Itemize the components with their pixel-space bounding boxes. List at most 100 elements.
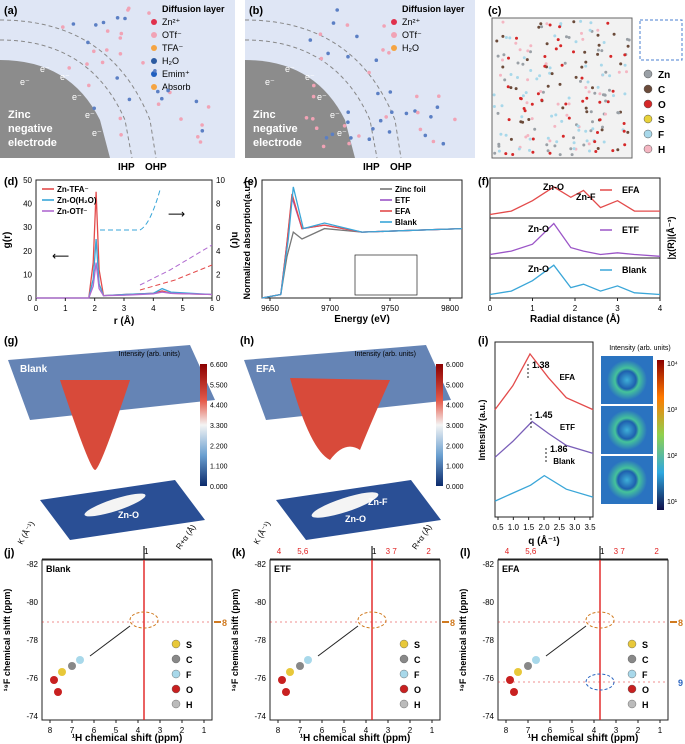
molecule xyxy=(100,60,105,65)
arrow-left-icon: ⟵ xyxy=(52,249,69,263)
atom xyxy=(593,140,597,144)
atom xyxy=(515,36,518,40)
atom xyxy=(574,75,578,79)
atom xyxy=(558,25,562,29)
molecule-atom xyxy=(304,656,312,664)
nmr-ylabel: ¹⁹F chemical shift (ppm) xyxy=(230,589,240,692)
atom xyxy=(623,63,627,67)
molecule xyxy=(347,141,351,146)
top-peak-label: 1 xyxy=(372,547,377,556)
atom xyxy=(567,116,571,120)
legend-label: Zn-TFA⁻ xyxy=(57,185,89,194)
nmr-ylabel: ¹⁹F chemical shift (ppm) xyxy=(2,589,12,692)
atom xyxy=(598,92,602,96)
atom xyxy=(589,129,593,133)
series-line-Blank xyxy=(489,264,661,296)
y2-tick-label: 2 xyxy=(216,270,221,279)
colorbar-tick: 10¹ xyxy=(667,499,678,506)
atom xyxy=(567,96,571,100)
colorbar-tick: 6.000 xyxy=(446,362,464,369)
panel-b-ihp: IHP xyxy=(363,162,380,173)
panel-b-particles: e⁻e⁻e⁻e⁻e⁻e⁻ xyxy=(265,8,457,149)
atom xyxy=(599,63,603,67)
molecule-atom xyxy=(510,688,518,696)
atom xyxy=(594,150,598,153)
atom xyxy=(543,64,547,68)
atom-label: O xyxy=(186,685,193,695)
atom xyxy=(584,60,588,64)
molecule xyxy=(388,90,393,94)
saxs-patterns xyxy=(601,356,653,504)
molecule xyxy=(314,126,319,130)
atom xyxy=(604,112,607,116)
panel-d-ylabel: g(r) xyxy=(2,232,13,249)
atom xyxy=(572,147,576,151)
atom-label: H xyxy=(642,700,649,710)
atom xyxy=(501,34,505,38)
y-tick-label: -76 xyxy=(254,674,266,683)
atom xyxy=(546,149,550,153)
x-tick-label: 3 xyxy=(158,726,163,735)
molecule xyxy=(384,115,389,119)
atom xyxy=(492,105,496,108)
n-r-curve-water xyxy=(100,189,161,231)
legend-label: Zn-OTf⁻ xyxy=(57,207,87,216)
molecule xyxy=(387,51,391,55)
molecule xyxy=(115,15,120,20)
y-tick-label: 30 xyxy=(23,223,32,232)
atom xyxy=(580,76,584,80)
legend-text: TFA⁻ xyxy=(162,43,184,53)
panel-g: (g) Blank Zn-O Intensity (arb. units) 6.… xyxy=(4,335,228,551)
atom xyxy=(556,38,560,42)
atom xyxy=(569,147,573,151)
x-tick-label: 1 xyxy=(63,304,68,313)
atom xyxy=(501,20,505,24)
atom-label: C xyxy=(186,655,193,665)
atom xyxy=(521,62,525,66)
molecule xyxy=(86,40,90,45)
top-peak-label: 3 xyxy=(614,547,619,556)
series-line-Zn-OTf⁻ xyxy=(36,262,213,299)
y-tick-label: -80 xyxy=(26,598,38,607)
molecule xyxy=(382,24,386,28)
x-tick-label: 2 xyxy=(408,726,413,735)
x-tick-label: 4 xyxy=(658,304,663,313)
atom xyxy=(504,36,508,39)
colorbar-tick: 4.400 xyxy=(210,403,228,410)
panel-label: (l) xyxy=(460,547,471,559)
panel-a: (a) Diffusion layer Zn²⁺ OTf⁻ TFA⁻ H₂O Emim⁺ A… xyxy=(0,0,235,173)
series-label: ETF xyxy=(560,423,575,432)
atom xyxy=(514,41,518,45)
molecule xyxy=(119,31,124,36)
atom xyxy=(561,134,565,138)
panel-b: (b) Diffusion layer Zn²⁺ OTf⁻ H₂O Zinc nega… xyxy=(244,0,475,173)
panel-e-xlabel: Energy (eV) xyxy=(334,314,390,325)
atom xyxy=(581,99,585,103)
y-tick-label: -82 xyxy=(26,560,38,569)
atom xyxy=(540,98,544,102)
molecule xyxy=(308,38,313,42)
panel-d: (d) 0 1 2 3 4 5 6010203040500246810Zn-TFA⁻Zn-O… xyxy=(2,176,240,327)
molecule xyxy=(311,117,315,121)
molecule-atom xyxy=(50,676,58,684)
nmr-highlight xyxy=(357,611,387,629)
atom xyxy=(591,120,594,124)
atom xyxy=(616,148,620,152)
panel-f-label: (f) xyxy=(478,176,489,188)
legend-label: Blank xyxy=(395,218,417,227)
nmr-highlight xyxy=(129,611,159,629)
atom xyxy=(507,118,511,122)
molecule-atom xyxy=(286,668,294,676)
panel-b-ihp-line xyxy=(244,39,378,159)
atom xyxy=(626,44,630,48)
side-peak-label: 8 xyxy=(678,618,683,628)
side-peak-label: 9 xyxy=(678,678,683,688)
colorbar-tick: 1.100 xyxy=(210,464,228,471)
y2-tick-label: 6 xyxy=(216,223,221,232)
panel-h-surface-well xyxy=(290,378,390,460)
atom xyxy=(586,80,590,84)
atom xyxy=(558,82,562,86)
molecule xyxy=(387,130,392,134)
legend-text: OTf⁻ xyxy=(162,30,182,40)
